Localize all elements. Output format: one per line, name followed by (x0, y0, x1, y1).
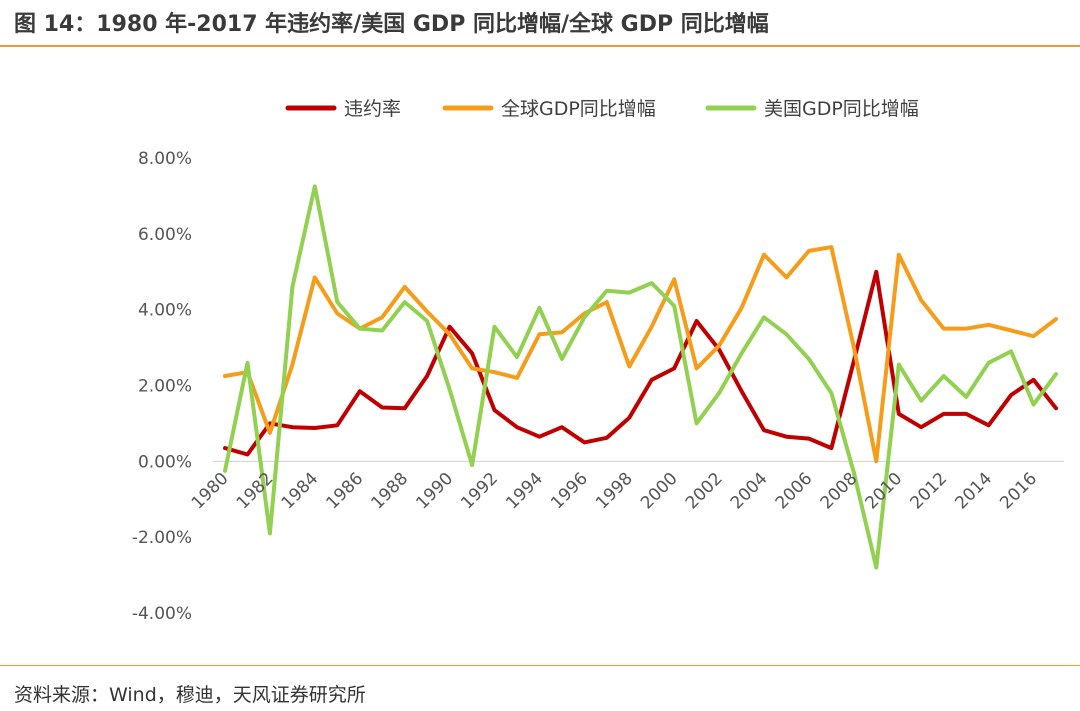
series-lines (223, 184, 1058, 570)
x-tick-label: 2012 (907, 469, 952, 514)
x-tick-label: 2006 (772, 469, 817, 514)
x-tick-label: 1980 (188, 469, 233, 514)
x-tick-label: 1986 (323, 469, 368, 514)
series-line-1 (223, 269, 1058, 457)
legend-label: 违约率 (344, 98, 401, 120)
y-tick-label: 2.00% (138, 377, 192, 397)
x-tick-label: 1984 (278, 469, 323, 514)
legend-item-1: 违约率 (285, 98, 401, 120)
x-tick-label: 1996 (547, 469, 592, 514)
footer-divider (0, 665, 1080, 666)
legend-item-3: 美国GDP同比增幅 (705, 98, 919, 120)
x-axis: 1980 1982 1984 1986 1988 1990 1992 1994 1996 1998… (188, 469, 1041, 514)
legend-label: 美国GDP同比增幅 (764, 98, 919, 120)
y-tick-label: 6.00% (138, 225, 192, 245)
legend-label: 全球GDP同比增幅 (501, 98, 656, 120)
x-tick-label: 1992 (457, 469, 502, 514)
x-tick-label: 2002 (682, 469, 727, 514)
figure-title: 图 14：1980 年-2017 年违约率/美国 GDP 同比增幅/全球 GDP… (14, 12, 769, 37)
y-tick-label: -4.00% (132, 604, 192, 624)
title-divider (0, 45, 1080, 47)
x-tick-label: 1988 (367, 469, 412, 514)
y-tick-label: 0.00% (138, 452, 192, 472)
line-chart: 违约率 全球GDP同比增幅 美国GDP同比增幅 -4.00% -2.00% 0.00% 2… (132, 98, 1064, 624)
y-tick-label: 8.00% (138, 149, 192, 169)
x-tick-label: 2000 (637, 469, 682, 514)
x-tick-label: 1994 (502, 469, 547, 514)
source-note: 资料来源：Wind，穆迪，天风证券研究所 (14, 684, 366, 706)
chart-legend: 违约率 全球GDP同比增幅 美国GDP同比增幅 (285, 98, 919, 120)
legend-item-2: 全球GDP同比增幅 (442, 98, 656, 120)
x-tick-label: 2014 (951, 469, 996, 514)
y-axis: -4.00% -2.00% 0.00% 2.00% 4.00% 6.00% 8.00% (132, 149, 192, 624)
x-tick-label: 2016 (996, 469, 1041, 514)
x-tick-label: 1998 (592, 469, 637, 514)
y-tick-label: 4.00% (138, 301, 192, 321)
series-line-2 (223, 245, 1058, 464)
y-tick-label: -2.00% (132, 528, 192, 548)
series-line-3 (223, 184, 1058, 570)
x-tick-label: 1990 (412, 469, 457, 514)
x-tick-label: 2004 (727, 469, 772, 514)
